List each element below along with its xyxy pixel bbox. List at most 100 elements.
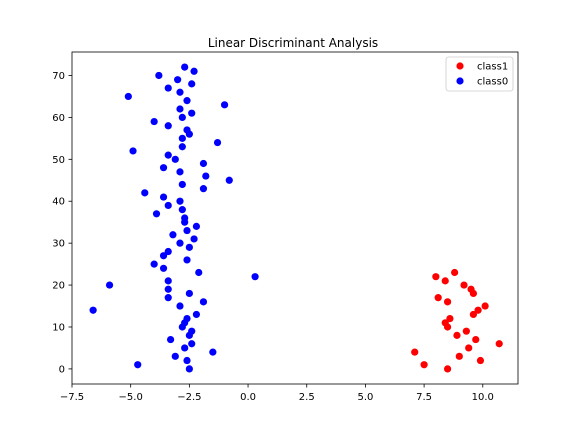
data-point-class1	[443, 365, 452, 373]
chart-title: Linear Discriminant Analysis	[208, 36, 378, 50]
data-point-class0	[213, 138, 222, 147]
y-tick-label: 60	[52, 113, 65, 124]
data-point-class0	[178, 143, 186, 151]
legend: class1 class0	[445, 56, 514, 92]
data-point-class1	[455, 352, 463, 360]
data-point-class0	[190, 67, 198, 75]
data-point-class0	[155, 71, 163, 80]
legend-label-class0: class0	[477, 77, 508, 88]
data-point-class0	[185, 130, 193, 138]
data-point-class1	[465, 344, 473, 352]
data-point-class0	[178, 180, 186, 189]
y-tick-label: 30	[52, 239, 65, 250]
data-point-class0	[190, 235, 198, 243]
series-class1	[411, 268, 503, 373]
data-point-class0	[150, 260, 158, 268]
y-tick-label: 20	[52, 281, 65, 292]
data-point-class0	[89, 306, 97, 314]
data-point-class0	[152, 210, 161, 218]
axes-frame	[71, 51, 519, 385]
x-tick-label: 2.5	[299, 392, 315, 403]
data-point-class0	[171, 352, 179, 360]
data-point-class0	[183, 356, 191, 365]
y-tick-label: 40	[52, 197, 65, 208]
x-axis: −7.5 −5.0 −2.5 0.0 2.5 5.0 7.5 10.0	[60, 384, 494, 403]
data-point-class0	[195, 268, 203, 277]
data-point-class0	[164, 285, 172, 293]
data-point-class0	[176, 105, 184, 113]
data-point-class0	[105, 281, 114, 289]
data-point-class0	[185, 365, 193, 373]
data-point-class1	[432, 273, 440, 281]
data-point-class0	[164, 247, 172, 256]
data-point-class0	[202, 172, 210, 180]
data-point-class0	[188, 340, 196, 348]
data-point-class1	[411, 348, 419, 356]
x-tick-label: 10.0	[472, 392, 494, 403]
data-point-class0	[176, 239, 184, 247]
data-point-class1	[462, 327, 470, 335]
data-point-class0	[164, 84, 172, 92]
x-tick-label: 0.0	[240, 392, 256, 403]
data-point-class1	[472, 335, 480, 344]
legend-label-class1: class1	[477, 62, 508, 73]
data-point-class0	[174, 76, 182, 84]
data-point-class0	[164, 277, 172, 285]
data-point-class0	[178, 113, 186, 121]
data-point-class0	[178, 134, 186, 142]
x-tick-label: 5.0	[357, 392, 373, 403]
data-point-class0	[159, 164, 168, 172]
data-point-class1	[474, 306, 482, 314]
y-tick-label: 50	[52, 155, 65, 166]
data-point-class0	[169, 231, 177, 239]
data-point-class0	[183, 97, 191, 105]
data-point-class0	[199, 298, 208, 306]
data-point-class0	[220, 101, 229, 109]
x-tick-label: −2.5	[177, 392, 201, 403]
data-point-class0	[166, 335, 175, 344]
data-point-class0	[181, 344, 189, 352]
data-point-class0	[164, 294, 172, 302]
data-point-class0	[188, 109, 196, 117]
data-point-class0	[185, 331, 193, 339]
data-point-class0	[185, 243, 193, 251]
data-point-class1	[443, 298, 452, 306]
x-tick-label: −7.5	[60, 392, 84, 403]
data-point-class1	[443, 323, 452, 331]
data-point-class1	[481, 302, 489, 310]
data-point-class0	[181, 218, 189, 226]
data-point-class1	[441, 277, 449, 285]
data-point-class1	[434, 294, 442, 302]
x-tick-label: −5.0	[119, 392, 143, 403]
data-point-class0	[192, 222, 201, 230]
data-point-class0	[192, 310, 201, 319]
data-point-class1	[469, 310, 477, 319]
data-point-class0	[176, 197, 184, 205]
data-point-class0	[199, 185, 208, 193]
data-point-class0	[251, 273, 259, 281]
data-point-class1	[453, 331, 461, 339]
legend-marker-class0	[456, 77, 464, 85]
data-point-class0	[176, 168, 184, 176]
data-point-class0	[188, 80, 196, 88]
data-point-class0	[171, 155, 179, 163]
data-point-class0	[159, 193, 168, 201]
series-class0	[89, 63, 259, 373]
y-tick-label: 10	[52, 322, 65, 333]
data-point-class0	[159, 264, 168, 272]
data-point-class1	[451, 268, 459, 277]
data-point-class1	[469, 289, 477, 298]
data-point-class0	[129, 147, 137, 155]
data-point-class0	[185, 289, 193, 298]
data-point-class0	[199, 159, 208, 168]
y-axis: 0 10 20 30 40 50 60 70	[52, 71, 72, 375]
data-point-class0	[124, 92, 132, 101]
data-point-class0	[178, 206, 186, 214]
data-point-class0	[159, 252, 168, 260]
data-point-class1	[476, 356, 485, 365]
legend-marker-class1	[456, 62, 464, 70]
y-tick-label: 0	[59, 364, 65, 375]
data-point-class0	[134, 361, 142, 369]
data-point-class0	[183, 226, 191, 235]
plot-area	[89, 63, 503, 373]
